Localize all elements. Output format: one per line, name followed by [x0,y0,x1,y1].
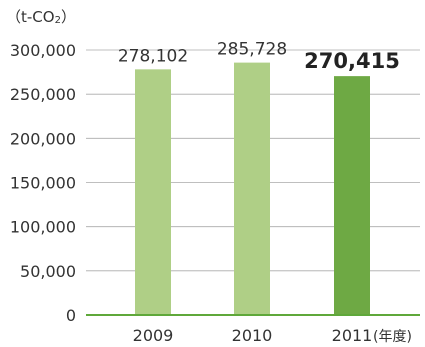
y-tick-label: 150,000 [10,174,76,193]
x-tick-label-2010: 2010 [232,326,273,345]
y-tick-label: 0 [66,306,76,325]
data-label-2009: 278,102 [118,46,188,66]
bar-2010 [234,62,270,315]
data-label-2011: 270,415 [304,49,400,73]
y-tick-label: 200,000 [10,129,76,148]
x-unit-label: (年度) [373,329,412,345]
bar-2009 [135,69,171,315]
x-tick-label-2011: 2011 [332,326,373,345]
bar-2011 [334,76,370,315]
y-tick-label: 50,000 [20,262,76,281]
y-tick-label: 100,000 [10,218,76,237]
data-label-2010: 285,728 [217,40,287,60]
y-unit-label: （t-CO2） [6,8,76,26]
y-tick-label: 300,000 [10,41,76,60]
x-tick-label-2009: 2009 [133,326,174,345]
y-tick-label: 250,000 [10,85,76,104]
